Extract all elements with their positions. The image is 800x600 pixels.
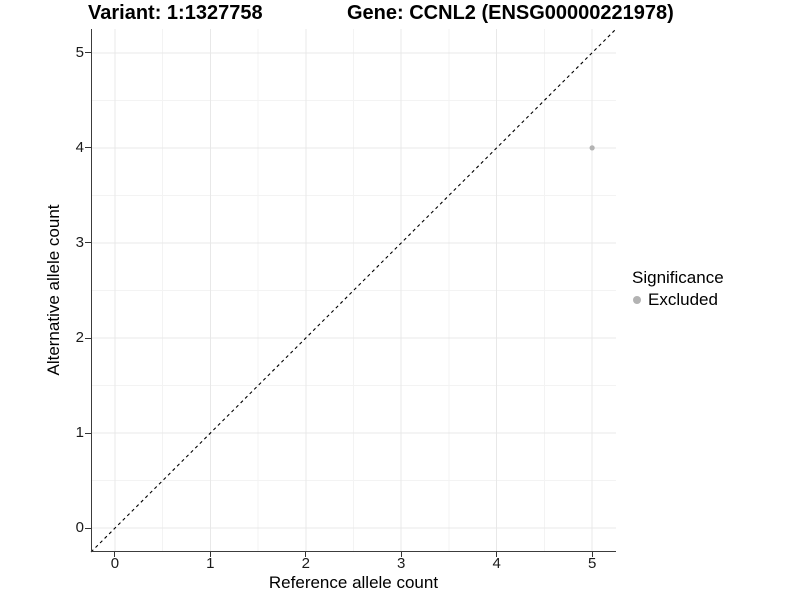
x-tick-mark (209, 552, 211, 557)
legend: Significance Excluded (632, 268, 797, 310)
x-tick-label: 5 (587, 555, 597, 572)
x-tick-label: 1 (206, 555, 215, 572)
x-tick-mark (305, 552, 307, 557)
x-tick-label: 3 (397, 555, 406, 572)
legend-title: Significance (632, 268, 724, 287)
y-tick-label: 1 (75, 424, 84, 442)
x-tick-label: 4 (492, 555, 501, 572)
x-tick-mark (400, 552, 402, 557)
plot-panel-canvas (90, 28, 617, 553)
y-tick-label: 2 (75, 329, 84, 347)
plot-panel (90, 28, 617, 553)
y-tick-mark (85, 432, 91, 434)
data-point (589, 145, 595, 151)
identity-line (90, 28, 617, 553)
y-tick-label: 4 (75, 138, 84, 156)
x-tick-mark (591, 552, 593, 557)
plot-title-variant: Variant: 1:1327758 (88, 2, 263, 24)
y-tick-label: 0 (75, 519, 84, 537)
y-tick-mark (85, 337, 91, 339)
x-tick-label: 2 (301, 555, 310, 572)
legend-item-excluded: Excluded (632, 290, 797, 310)
x-tick-mark (496, 552, 498, 557)
x-tick-label: 0 (110, 555, 120, 572)
legend-key-dot-icon (633, 296, 641, 304)
x-tick-mark (114, 552, 116, 557)
y-axis-title: Alternative allele count (44, 204, 63, 376)
plot-title-gene: Gene: CCNL2 (ENSG00000221978) (347, 2, 674, 24)
y-tick-mark (85, 52, 91, 54)
legend-item-label: Excluded (648, 290, 718, 309)
y-tick-mark (85, 527, 91, 529)
x-axis-title: Reference allele count (268, 573, 439, 592)
y-tick-label: 3 (75, 233, 84, 251)
y-tick-label: 5 (75, 43, 84, 61)
y-tick-mark (85, 147, 91, 149)
y-tick-mark (85, 242, 91, 244)
